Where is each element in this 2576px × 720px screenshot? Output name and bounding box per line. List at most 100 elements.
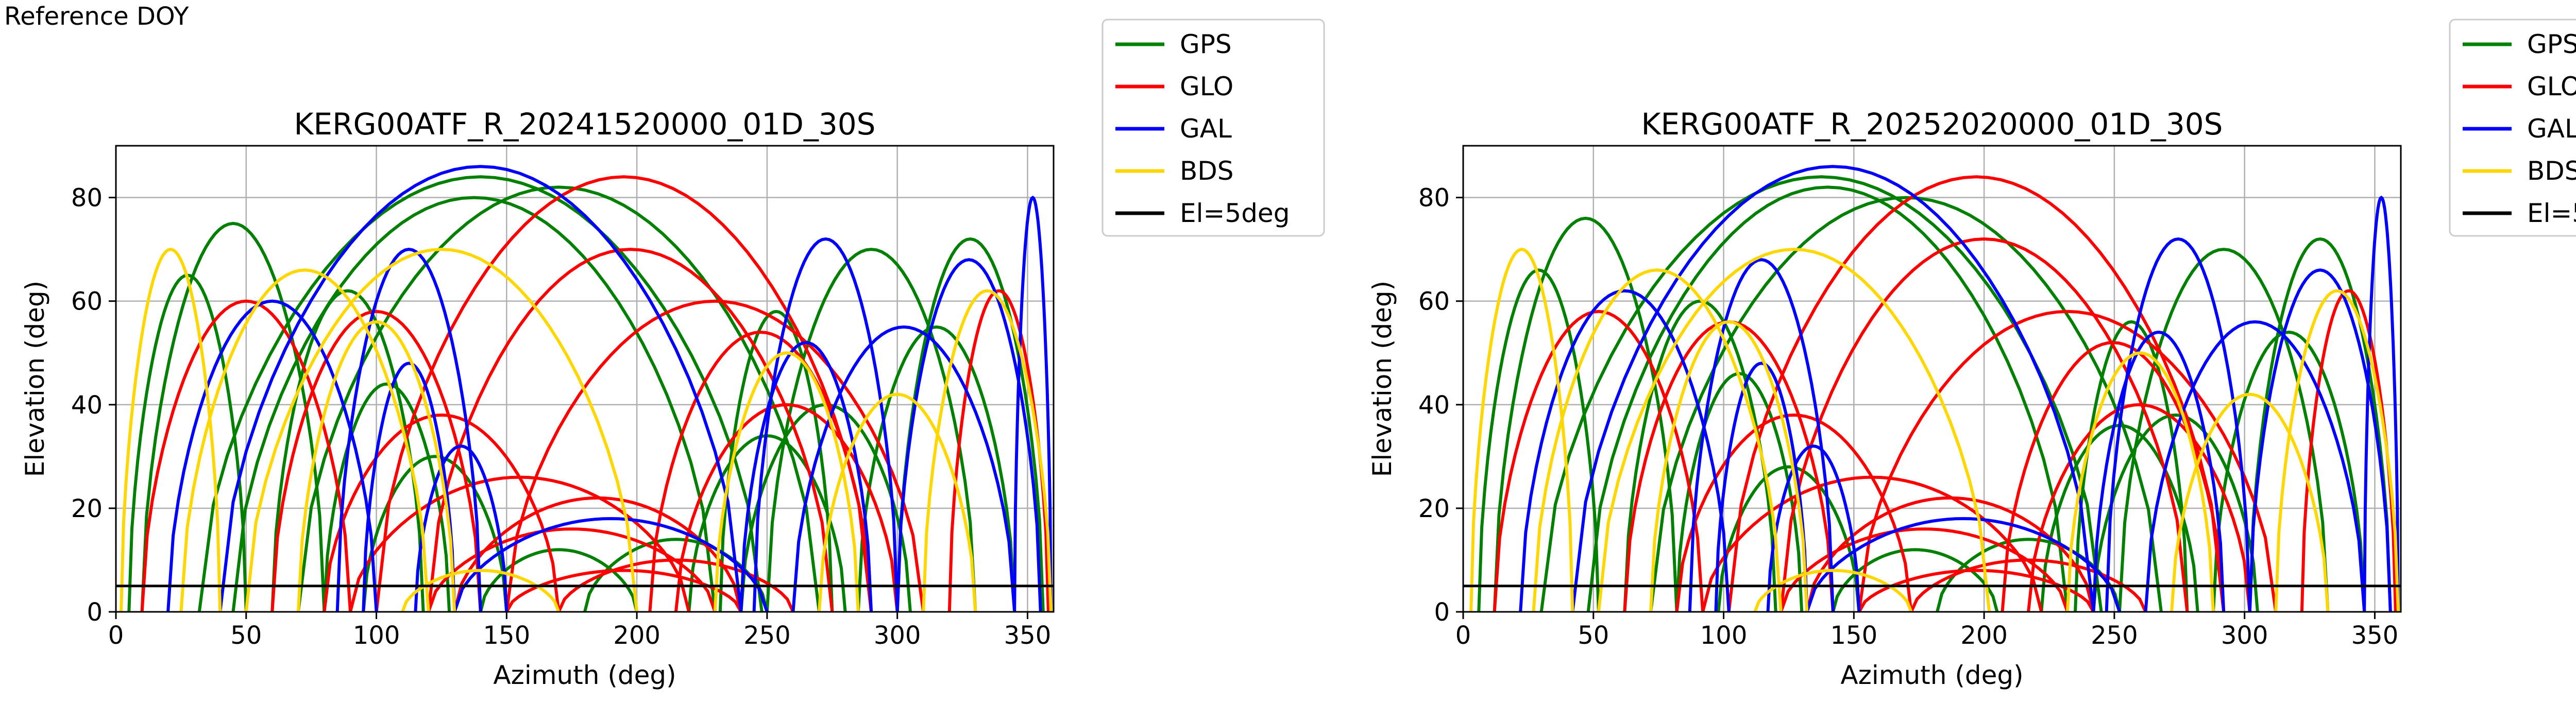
series-glo-arc	[1727, 175, 2226, 612]
series-gps-arc	[1623, 299, 1777, 612]
series-gal-arc	[752, 237, 899, 612]
series-bds-arc	[2170, 392, 2330, 612]
y-tick-label: 0	[1434, 598, 1450, 627]
legend-label: GLO	[1180, 72, 1233, 101]
x-tick-label: 200	[1960, 621, 2008, 650]
y-tick-label: 20	[1418, 494, 1450, 523]
x-tick-label: 300	[874, 621, 921, 650]
series-glo-arc	[674, 403, 899, 612]
axes-frame	[1462, 145, 2402, 613]
legend-box	[2449, 19, 2576, 237]
series-glo-arc	[270, 310, 482, 612]
x-tick-label: 250	[2091, 621, 2138, 650]
x-axis-label: Azimuth (deg)	[493, 660, 676, 690]
legend-label: El=5deg	[1180, 198, 1290, 228]
series-glo-arc	[505, 569, 743, 612]
y-axis-label: Elevation (deg)	[1367, 281, 1397, 477]
x-tick-label: 300	[2221, 621, 2268, 650]
series-bds-arc	[1597, 248, 1991, 612]
series-gal-arc	[2092, 330, 2226, 612]
series-bds-arc	[244, 248, 639, 612]
series-gal-arc	[2363, 195, 2400, 612]
x-tick-label: 50	[1578, 621, 1609, 650]
series-bds-arc	[296, 320, 456, 612]
series-gal-arc	[218, 165, 743, 612]
y-tick-label: 80	[71, 184, 103, 213]
series-glo-arc	[349, 475, 691, 612]
x-tick-label: 0	[1455, 621, 1471, 650]
series-gal-arc	[1766, 444, 1861, 612]
series-gal-arc	[1519, 289, 1731, 612]
x-tick-label: 0	[108, 621, 124, 650]
series-gps-arc	[1493, 216, 1679, 612]
series-bds-arc	[179, 268, 430, 612]
series-gal-arc	[335, 248, 482, 612]
chart-title: KERG00ATF_R_20252020000_01D_30S	[1641, 107, 2223, 142]
series-gal-arc	[1714, 362, 1809, 612]
legend-label: GLO	[2527, 72, 2576, 101]
series-gal-arc	[453, 517, 769, 612]
legend: GPS GLO GAL BDS El=5deg	[2449, 19, 2576, 237]
x-axis-label: Azimuth (deg)	[1840, 660, 2023, 690]
series-gps-arc	[1717, 465, 1861, 612]
series-gps-arc	[296, 185, 821, 612]
x-tick-label: 200	[613, 621, 660, 650]
series-gal-arc	[895, 258, 1042, 612]
axes-frame	[115, 145, 1055, 613]
series-bds-arc	[2065, 351, 2215, 612]
series-glo-arc	[375, 175, 873, 612]
y-tick-label: 40	[1418, 391, 1450, 420]
series-bds-arc	[1469, 248, 1574, 612]
legend-label: GPS	[1180, 29, 1232, 59]
series-glo-arc	[648, 330, 873, 612]
series-glo-arc	[427, 248, 834, 612]
series-bds-arc	[1753, 569, 1913, 612]
x-tick-label: 150	[483, 621, 531, 650]
y-tick-label: 80	[1418, 184, 1450, 213]
series-gps-arc	[1586, 185, 2069, 612]
y-tick-label: 60	[1418, 287, 1450, 316]
legend-label: BDS	[2527, 156, 2576, 186]
legend-label: El=5deg	[2527, 198, 2576, 228]
series-gal-arc	[362, 362, 456, 612]
series-gps-arc	[765, 248, 977, 612]
legend-label: GAL	[1180, 114, 1232, 144]
series-glo-arc	[1857, 310, 2278, 612]
series-glo-arc	[140, 299, 352, 612]
series-gps-arc	[197, 175, 764, 612]
series-gps-arc	[1477, 268, 1600, 612]
series-bds-arc	[1649, 320, 1809, 612]
y-tick-label: 0	[87, 598, 103, 627]
y-axis-label: Elevation (deg)	[20, 281, 50, 477]
x-tick-label: 50	[230, 621, 262, 650]
series-bds-arc	[818, 392, 977, 612]
series-gps-arc	[2248, 237, 2392, 612]
series-gal-arc	[1688, 258, 1835, 612]
y-tick-label: 60	[71, 287, 103, 316]
series-gps-arc	[2212, 330, 2366, 612]
x-tick-label: 350	[1004, 621, 1052, 650]
series-glo-arc	[1493, 310, 1705, 612]
legend: GPS GLO GAL BDS El=5deg	[1101, 19, 1325, 237]
legend-label: GAL	[2527, 114, 2576, 144]
series-bds-arc	[1532, 268, 1783, 612]
x-tick-label: 250	[743, 621, 791, 650]
y-tick-label: 40	[71, 391, 103, 420]
x-tick-label: 150	[1831, 621, 1878, 650]
series-bds-arc	[922, 289, 1053, 612]
figure-title: Reference DOY	[4, 2, 189, 31]
plot-1: 0 50 100 150 200 250 300 350 0 20 40 60 80 KERG00ATF_…	[20, 19, 1325, 690]
series-bds-arc	[2274, 289, 2400, 612]
series-gal-arc	[414, 444, 509, 612]
chart-title: KERG00ATF_R_20241520000_01D_30S	[294, 107, 876, 142]
series-gps-arc	[2118, 248, 2330, 612]
legend-label: BDS	[1180, 156, 1234, 186]
series-gps-arc	[1539, 175, 2103, 612]
series-bds-arc	[120, 248, 222, 612]
legend-label: GPS	[2527, 29, 2576, 59]
plot-2: 0 50 100 150 200 250 300 350 0 20 40 60 80 KERG00ATF_…	[1367, 19, 2576, 690]
series-glo-arc	[2300, 289, 2397, 612]
x-tick-label: 350	[2351, 621, 2399, 650]
series-gps-arc	[2092, 413, 2259, 612]
series-gps-arc	[1649, 196, 2163, 612]
